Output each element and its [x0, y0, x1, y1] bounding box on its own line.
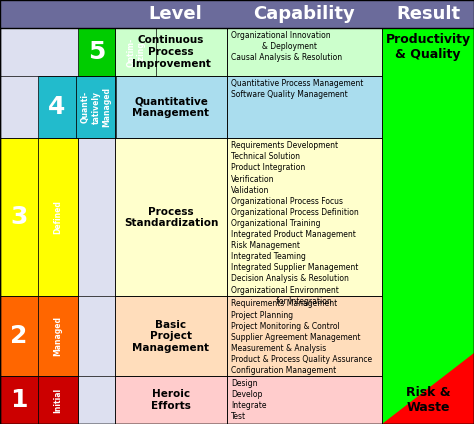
- Bar: [38, 76, 76, 138]
- Bar: [38, 376, 78, 424]
- Text: Process
Standardization: Process Standardization: [124, 206, 218, 228]
- Bar: [38, 138, 78, 296]
- Bar: [78, 28, 116, 76]
- Text: Level: Level: [148, 5, 202, 23]
- Text: Capability: Capability: [254, 5, 356, 23]
- Text: Heroic
Efforts: Heroic Efforts: [151, 389, 191, 411]
- Text: Defined: Defined: [54, 201, 63, 234]
- Bar: [382, 28, 474, 424]
- Bar: [227, 376, 382, 424]
- Bar: [76, 76, 116, 138]
- Bar: [115, 376, 227, 424]
- Text: Optim-
izing: Optim- izing: [126, 37, 146, 67]
- Text: 5: 5: [88, 40, 106, 64]
- Bar: [0, 28, 382, 424]
- Bar: [38, 296, 78, 376]
- Bar: [116, 28, 156, 76]
- Text: Managed: Managed: [54, 316, 63, 356]
- Bar: [0, 138, 38, 296]
- Bar: [227, 138, 382, 296]
- Text: Result: Result: [396, 5, 460, 23]
- Bar: [227, 296, 382, 376]
- Bar: [115, 28, 227, 76]
- Text: Organizational Innovation
             & Deployment
Causal Analysis & Resolution: Organizational Innovation & Deployment C…: [231, 31, 342, 62]
- Text: Requirements Management
Project Planning
Project Monitoring & Control
Supplier A: Requirements Management Project Planning…: [231, 299, 372, 375]
- Text: Risk &
Waste: Risk & Waste: [406, 386, 450, 414]
- Bar: [115, 76, 227, 138]
- Text: Requirements Development
Technical Solution
Product Integration
Verification
Val: Requirements Development Technical Solut…: [231, 141, 359, 306]
- Text: Initial: Initial: [54, 388, 63, 413]
- Text: Productivity
& Quality: Productivity & Quality: [385, 33, 471, 61]
- Bar: [0, 296, 38, 376]
- Text: Quantitative
Management: Quantitative Management: [133, 96, 210, 118]
- Bar: [0, 376, 38, 424]
- Text: 4: 4: [48, 95, 66, 119]
- Bar: [227, 76, 382, 138]
- Polygon shape: [382, 28, 474, 424]
- Bar: [115, 138, 227, 296]
- Bar: [227, 28, 382, 76]
- Bar: [115, 296, 227, 376]
- Text: 1: 1: [10, 388, 28, 412]
- Text: Continuous
Process
Improvement: Continuous Process Improvement: [132, 35, 210, 69]
- Text: Design
Develop
Integrate
Test: Design Develop Integrate Test: [231, 379, 266, 421]
- Text: Quanti-
tatively
Managed: Quanti- tatively Managed: [81, 87, 111, 127]
- Text: Quantitative Process Management
Software Quality Management: Quantitative Process Management Software…: [231, 79, 364, 99]
- Text: 2: 2: [10, 324, 27, 348]
- Bar: [0, 0, 474, 28]
- Text: 3: 3: [10, 205, 27, 229]
- Text: Basic
Project
Management: Basic Project Management: [133, 320, 210, 353]
